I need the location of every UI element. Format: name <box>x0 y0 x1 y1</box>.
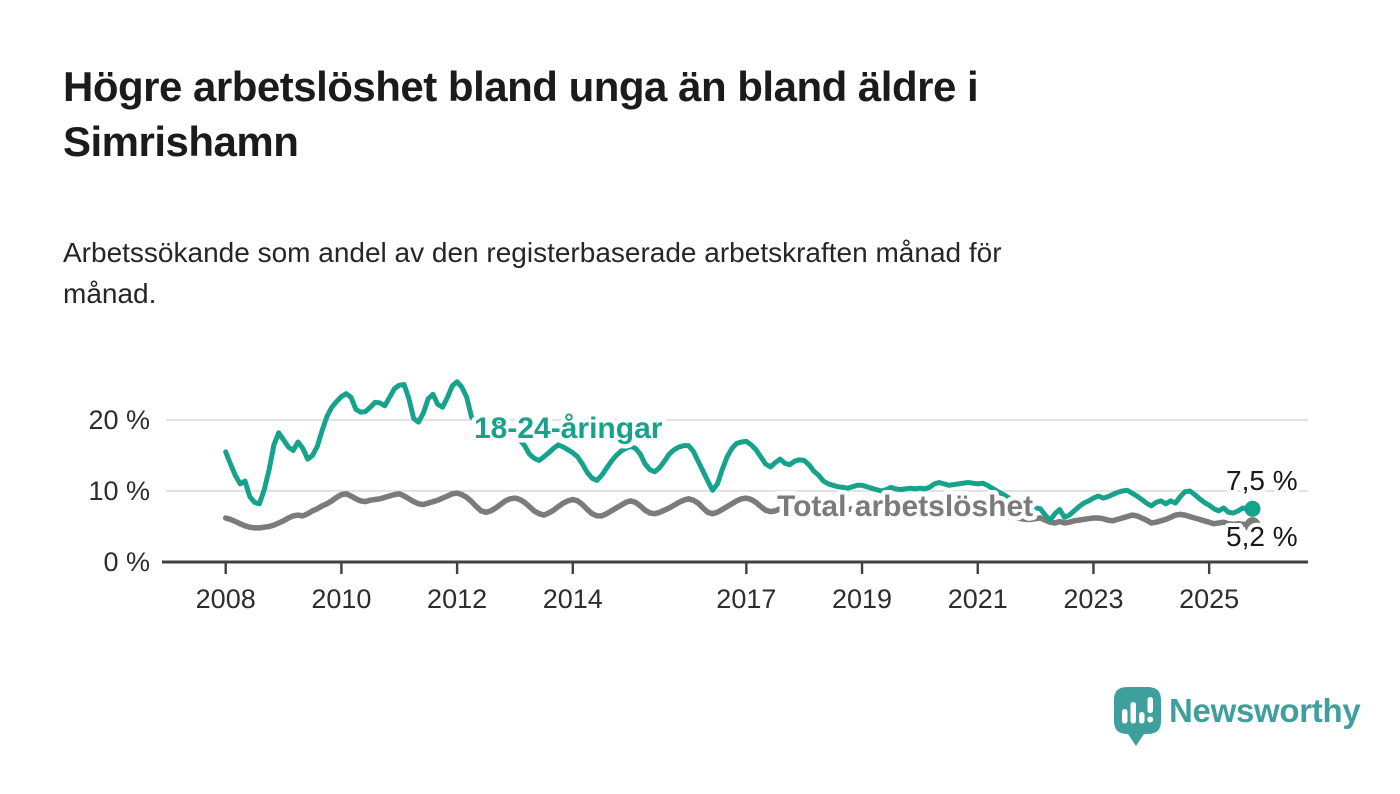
y-axis-tick-label: 20 % <box>88 405 150 435</box>
x-axis-tick-label: 2012 <box>427 584 487 614</box>
end-value-label-total: 5,2 % <box>1226 521 1298 552</box>
series-line-total <box>222 490 1256 531</box>
page-title-line-1: Högre arbetslöshet bland unga än bland ä… <box>63 63 979 110</box>
series-end-dot-youth <box>1244 500 1261 517</box>
chart-subtitle: Arbetssökande som andel av den registerb… <box>63 232 1263 315</box>
x-axis-tick-label: 2014 <box>543 584 603 614</box>
x-axis-tick-label: 2021 <box>948 584 1008 614</box>
series-line-youth <box>223 379 1255 523</box>
newsworthy-logo-text: Newsworthy <box>1169 692 1361 729</box>
chart-subtitle-line-2: månad. <box>63 278 157 310</box>
page-title: Högre arbetslöshet bland unga än bland ä… <box>63 60 1163 169</box>
x-axis-tick-label: 2023 <box>1063 584 1123 614</box>
page-title-line-2: Simrishamn <box>63 117 299 165</box>
chart-axes: 0 % 10 % 20 % 2008 2010 2012 2014 2017 2019 2021 2… <box>88 405 1308 614</box>
x-axis-tick-label: 2019 <box>832 584 892 614</box>
series-end-dot-total <box>1244 517 1261 534</box>
chart-labels: 18-24-åringar Total arbetslöshet 7,5 % 5… <box>470 408 1302 557</box>
bar-chart-icon <box>1122 697 1154 724</box>
newsworthy-logo[interactable]: Newsworthy <box>1114 687 1362 746</box>
newsworthy-logo-bubble-icon <box>1114 687 1161 746</box>
y-axis-tick-label: 10 % <box>88 476 150 506</box>
x-axis-tick-label: 2008 <box>196 584 256 614</box>
y-axis-tick-label: 0 % <box>103 547 150 577</box>
chart-series <box>222 379 1261 534</box>
series-label-youth: 18-24-åringar <box>474 412 663 445</box>
series-label-total: Total arbetslöshet <box>777 490 1033 523</box>
x-axis-tick-label: 2025 <box>1179 584 1239 614</box>
x-axis-tick-label: 2010 <box>311 584 371 614</box>
end-value-label-youth: 7,5 % <box>1226 465 1298 496</box>
x-axis-tick-label: 2017 <box>716 584 776 614</box>
chart-subtitle-line-1: Arbetssökande som andel av den registerb… <box>63 237 1002 268</box>
